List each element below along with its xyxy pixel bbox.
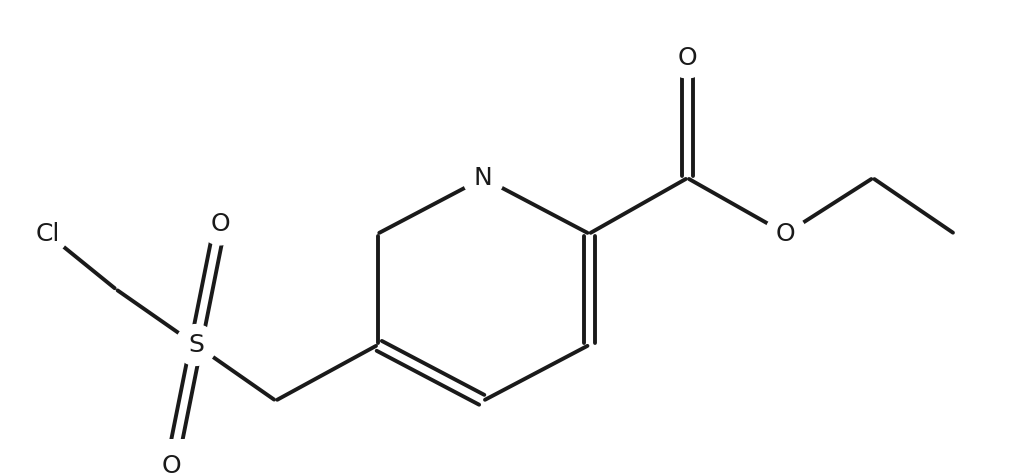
Circle shape — [152, 445, 192, 473]
Circle shape — [765, 213, 806, 254]
Text: N: N — [474, 166, 492, 190]
Circle shape — [27, 213, 68, 254]
Text: Cl: Cl — [35, 222, 60, 245]
Text: S: S — [188, 333, 204, 357]
Circle shape — [463, 158, 504, 199]
Circle shape — [200, 204, 240, 245]
Circle shape — [667, 37, 708, 78]
Text: O: O — [677, 45, 698, 70]
Text: O: O — [210, 212, 230, 236]
Text: O: O — [776, 222, 795, 245]
Circle shape — [175, 324, 216, 366]
Text: O: O — [162, 454, 182, 473]
